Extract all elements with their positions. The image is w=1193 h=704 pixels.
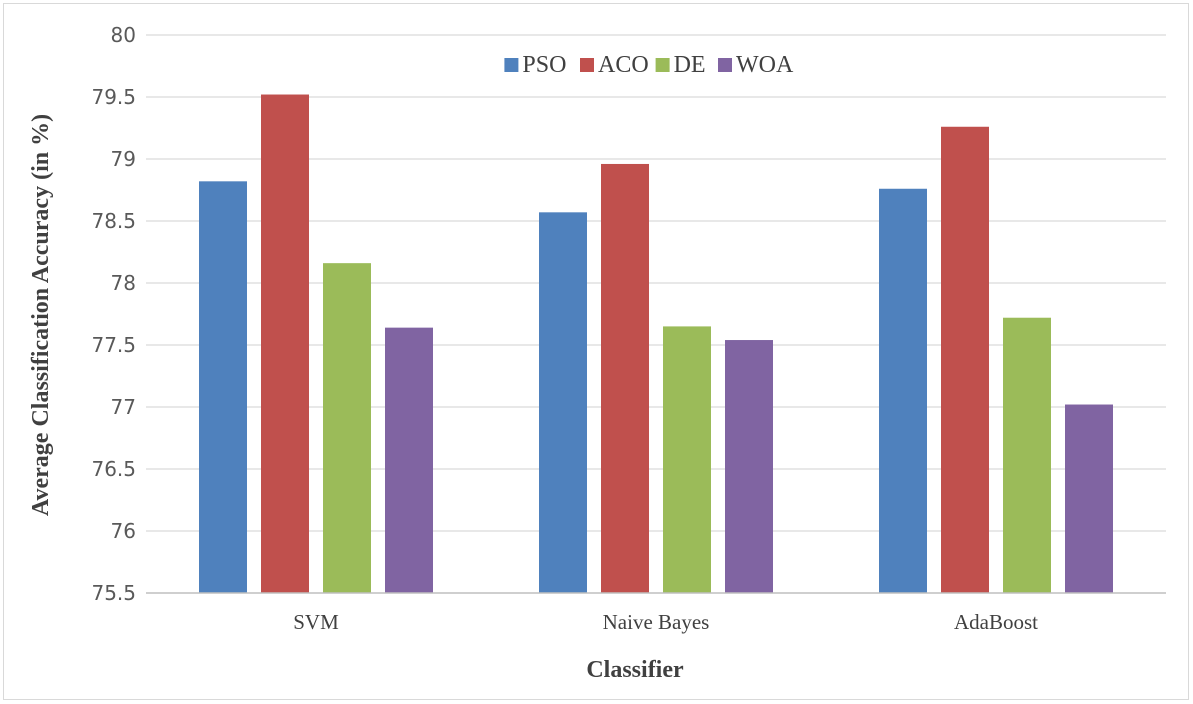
bar-woa-adaboost (1065, 404, 1113, 593)
y-tick-label: 78 (111, 271, 136, 295)
legend-swatch-pso (504, 58, 519, 72)
y-axis-title: Average Classification Accuracy (in %) (28, 114, 54, 516)
bar-pso-svm (199, 181, 247, 593)
legend-swatch-aco (580, 58, 594, 72)
y-tick-label: 75.5 (91, 581, 136, 605)
bars (199, 94, 1113, 594)
bar-pso-naive-bayes (539, 212, 587, 593)
y-tick-label: 76.5 (91, 457, 136, 481)
bar-woa-svm (385, 327, 433, 593)
x-axis-ticks: SVM Naive Bayes AdaBoost (293, 610, 1038, 634)
y-axis-ticks: 75.5 76 76.5 77 77.5 78 78.5 79 79.5 80 (91, 23, 136, 605)
bar-aco-adaboost (941, 126, 989, 593)
y-tick-label: 80 (111, 23, 136, 47)
legend-swatch-de (655, 58, 670, 72)
y-tick-label: 79.5 (91, 85, 136, 109)
legend-label-pso: PSO (522, 52, 566, 78)
y-tick-label: 77 (111, 395, 136, 419)
x-tick-label: SVM (293, 610, 339, 634)
legend-swatch-woa (718, 58, 732, 72)
bar-de-svm (323, 263, 371, 593)
x-axis-title: Classifier (586, 657, 684, 683)
legend-label-de: DE (674, 52, 706, 78)
y-tick-label: 79 (111, 147, 136, 171)
y-tick-label: 76 (111, 519, 136, 543)
bar-aco-naive-bayes (601, 163, 649, 593)
gridlines (146, 34, 1166, 532)
legend-label-woa: WOA (736, 52, 794, 78)
legend-label-aco: ACO (598, 52, 649, 78)
bar-woa-naive-bayes (725, 340, 773, 593)
x-tick-label: Naive Bayes (603, 610, 710, 634)
x-tick-label: AdaBoost (954, 610, 1038, 634)
y-tick-label: 77.5 (91, 333, 136, 357)
bar-de-adaboost (1003, 317, 1051, 593)
bar-pso-adaboost (879, 188, 927, 593)
legend: PSO ACO DE WOA (504, 52, 794, 78)
y-tick-label: 78.5 (91, 209, 136, 233)
bar-aco-svm (261, 94, 309, 594)
bar-de-naive-bayes (663, 326, 711, 593)
